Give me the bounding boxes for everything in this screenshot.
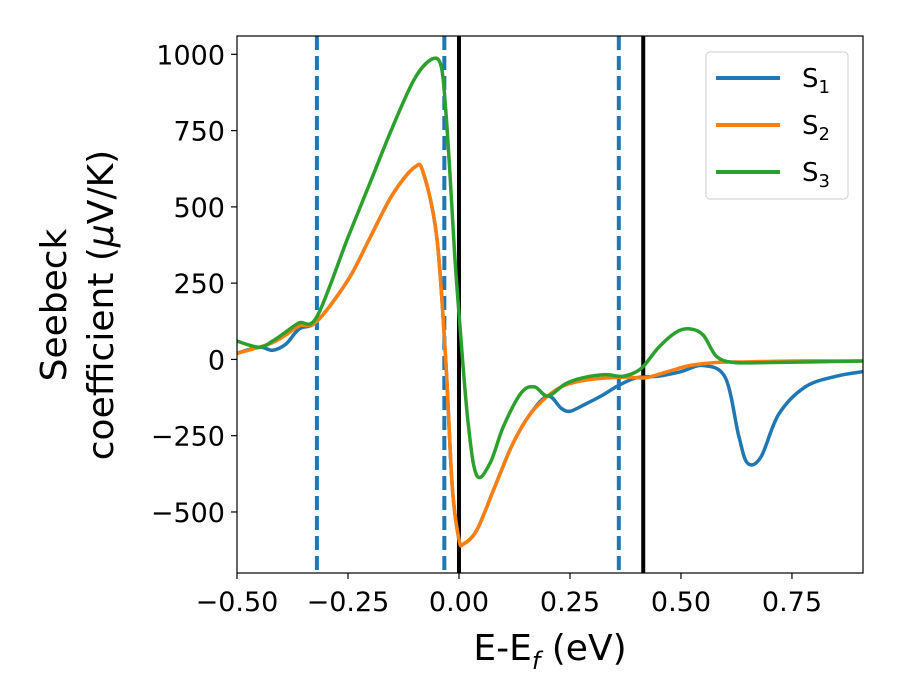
y-tick-label: 750 [173,117,225,148]
x-axis-ticks: −0.50 −0.25 0.00 0.25 0.50 0.75 [196,573,822,618]
x-axis-label: E-Ef (eV) [473,628,626,675]
legend: S1 S2 S3 [705,51,849,200]
x-tick-label: −0.25 [307,587,390,618]
y-axis-label-mu: μ [81,224,122,248]
x-axis-label-unit: (eV) [540,628,626,669]
y-tick-label: 500 [173,193,225,224]
x-axis-label-main: E-E [473,628,531,669]
y-axis-label-line1: Seebeck [34,228,75,381]
x-tick-label: 0.75 [762,587,822,618]
y-axis-label-pre: coefficient ( [81,247,122,460]
y-axis-label-post: V/K) [81,150,122,224]
x-tick-label: 0.00 [429,587,489,618]
series-line-s2 [237,162,863,548]
y-axis-ticks: −500 −250 0 250 500 750 1000 [151,40,237,529]
legend-label-s2: S2 [802,111,830,145]
x-tick-label: 0.25 [540,587,600,618]
legend-label-s3: S3 [802,158,830,192]
series-lines [237,56,863,548]
x-tick-label: 0.50 [651,587,711,618]
y-tick-label: −500 [151,498,225,529]
legend-label-s1: S1 [802,64,830,98]
series-line-s3 [237,56,863,480]
y-tick-label: 0 [208,345,225,376]
y-tick-label: 1000 [156,40,225,71]
y-tick-label: 250 [173,269,225,300]
y-axis-label-line2: coefficient (μV/K) [81,150,122,460]
y-tick-label: −250 [151,422,225,453]
x-tick-label: −0.50 [196,587,279,618]
plot-frame [236,35,864,574]
